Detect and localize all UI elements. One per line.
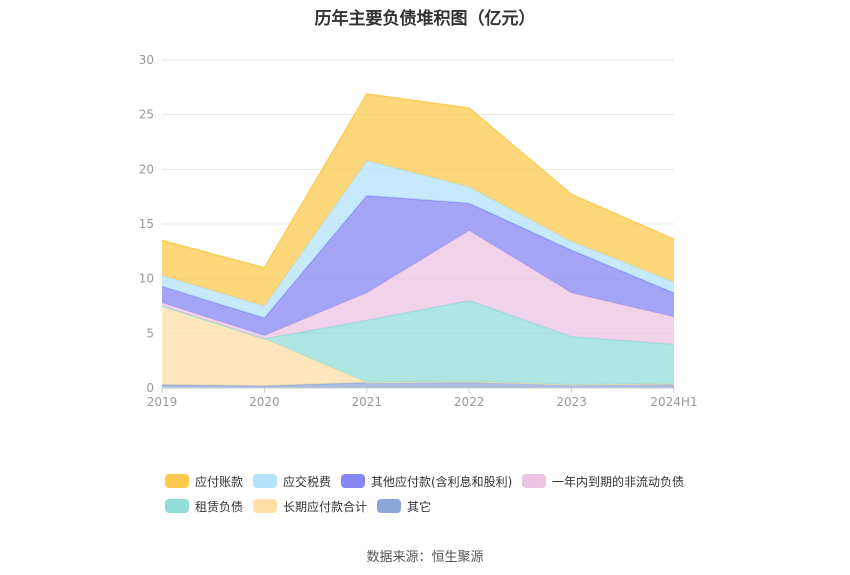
legend-swatch [253,474,277,488]
data-source-note: 数据来源：恒生聚源 [366,550,484,565]
x-tick-label: 2021 [352,395,383,409]
x-tick-label: 2022 [454,395,485,409]
area-series-edge-0 [161,93,675,269]
y-tick-label: 0 [146,381,154,395]
area-series-0 [162,93,674,306]
legend-item[interactable]: 应交税费 [253,472,331,490]
x-tick-label: 2024H1 [650,395,697,409]
legend-swatch [341,474,365,488]
y-tick-label: 15 [139,217,154,231]
legend-item[interactable]: 一年内到期的非流动负债 [522,472,684,490]
y-tick-label: 5 [146,326,154,340]
legend-label: 长期应付款合计 [283,499,368,514]
legend-swatch [165,474,189,488]
y-tick-label: 25 [139,108,154,122]
legend-swatch [165,499,189,513]
area-series-5 [162,306,674,386]
legend-label: 其它 [407,499,432,514]
legend-item[interactable]: 其它 [377,497,431,515]
area-series-2 [162,195,674,336]
legend-swatch [253,499,277,513]
legend-label: 应付账款 [195,474,244,489]
area-series-3 [162,230,674,345]
chart-title: 历年主要负债堆积图（亿元） [314,9,536,29]
legend-item[interactable]: 应付账款 [165,472,243,490]
legend-item[interactable]: 其他应付款(含利息和股利) [341,472,512,490]
area-series-6 [162,381,674,388]
legend-label: 一年内到期的非流动负债 [552,474,685,489]
x-tick-label: 2023 [556,395,587,409]
area-series-4 [162,300,674,385]
legend-label: 应交税费 [283,474,332,489]
y-tick-label: 10 [139,272,154,286]
x-tick-label: 2019 [147,395,178,409]
legend-swatch [522,474,546,488]
legend-swatch [377,499,401,513]
x-tick-label: 2020 [249,395,280,409]
legend-label: 租赁负债 [195,499,244,514]
y-tick-label: 20 [139,162,154,176]
y-tick-label: 30 [139,53,154,67]
legend-item[interactable]: 长期应付款合计 [253,497,367,515]
legend-item[interactable]: 租赁负债 [165,497,243,515]
area-series-1 [162,160,674,319]
legend-label: 其他应付款(含利息和股利) [371,474,513,489]
